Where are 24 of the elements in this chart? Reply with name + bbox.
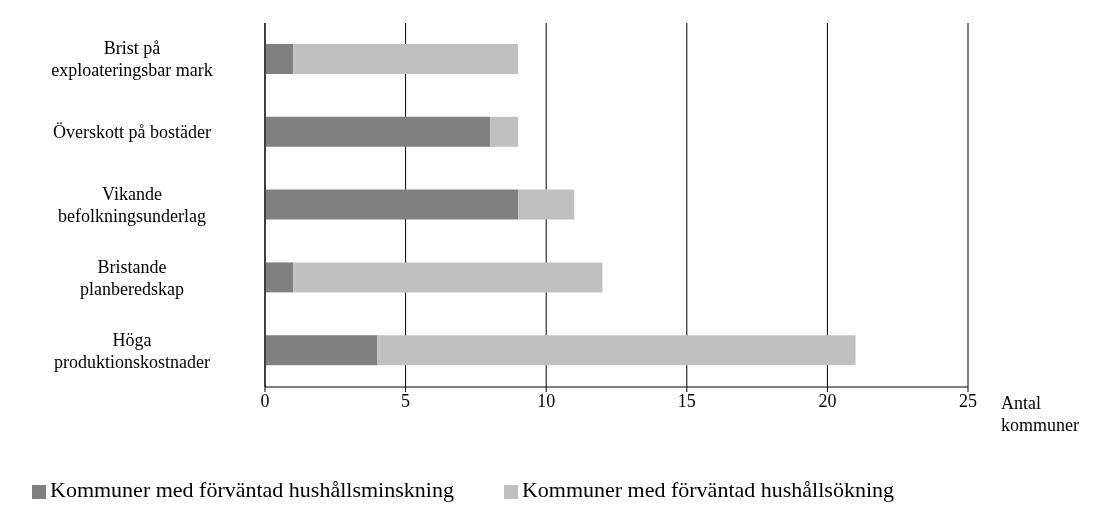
bar (265, 44, 294, 74)
x-tick-label: 15 (677, 390, 696, 411)
bar (293, 262, 603, 293)
x-tick-label: 0 (260, 390, 270, 411)
y-tick-label: Brist på exploateringsbar mark (51, 38, 213, 81)
bar (265, 116, 490, 147)
bar (265, 262, 294, 293)
x-tick-label: 10 (537, 390, 556, 411)
y-tick-label: Vikande befolkningsunderlag (58, 184, 206, 226)
bar (377, 335, 856, 366)
x-axis-title: Antal kommuner (1001, 393, 1079, 435)
bar (489, 116, 519, 147)
bar (518, 189, 575, 220)
x-tick-label: 5 (401, 390, 411, 411)
y-tick-label: Överskott på bostäder (53, 122, 211, 143)
legend-label: Kommuner med förväntad hushållsökning (521, 477, 894, 502)
y-tick-label: Bristande planberedskap (80, 256, 184, 299)
bar (293, 44, 519, 74)
x-tick-label: 25 (959, 390, 977, 411)
bar (265, 189, 519, 220)
x-tick-label: 20 (818, 390, 837, 411)
legend-label: Kommuner med förväntad hushållsminskning (50, 477, 454, 502)
y-tick-label: Höga produktionskostnader (54, 329, 210, 372)
bar (265, 335, 378, 366)
